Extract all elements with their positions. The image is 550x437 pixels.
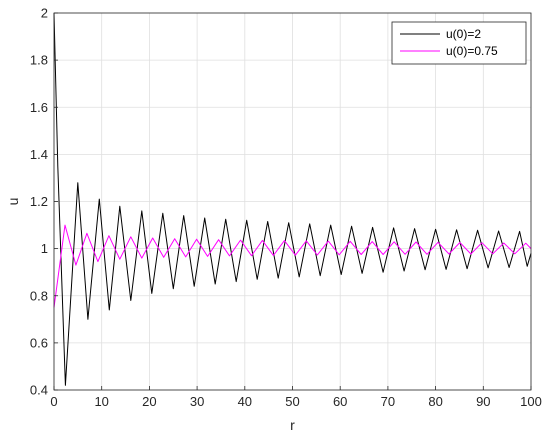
- legend-label-series-2: u(0)=0.75: [446, 44, 498, 58]
- y-tick-label: 0.6: [30, 335, 48, 350]
- x-tick-label: 30: [190, 394, 204, 409]
- series-layer: [53, 12, 532, 386]
- x-tick-label: 80: [428, 394, 442, 409]
- x-tick-label: 10: [94, 394, 108, 409]
- x-tick-label: 90: [476, 394, 490, 409]
- x-tick-label: 0: [50, 394, 57, 409]
- x-axis: 0 10 20 30 40 50 60 70 80 90 100: [50, 386, 542, 409]
- x-tick-label: 40: [238, 394, 252, 409]
- y-tick-label: 1.2: [30, 194, 48, 209]
- legend: u(0)=2 u(0)=0.75: [391, 21, 527, 65]
- legend-label-series-1: u(0)=2: [446, 27, 481, 41]
- x-tick-label: 20: [142, 394, 156, 409]
- legend-box: [391, 21, 527, 65]
- y-tick-label: 1.8: [30, 53, 48, 68]
- x-tick-label: 100: [520, 394, 542, 409]
- x-tick-label: 70: [381, 394, 395, 409]
- y-tick-label: 0.8: [30, 288, 48, 303]
- x-tick-label: 50: [285, 394, 299, 409]
- series-line-1: [53, 12, 532, 386]
- series-line-2: [53, 224, 532, 308]
- y-tick-label: 0.4: [30, 383, 48, 398]
- y-tick-label: 2: [41, 6, 48, 21]
- y-tick-label: 1.4: [30, 147, 48, 162]
- y-axis-label: u: [5, 198, 21, 206]
- y-tick-label: 1.6: [30, 100, 48, 115]
- y-axis: 0.4 0.6 0.8 1 1.2 1.4 1.6 1.8 2: [30, 6, 58, 398]
- x-axis-label: r: [290, 417, 295, 433]
- x-tick-label: 60: [333, 394, 347, 409]
- y-tick-label: 1: [41, 241, 48, 256]
